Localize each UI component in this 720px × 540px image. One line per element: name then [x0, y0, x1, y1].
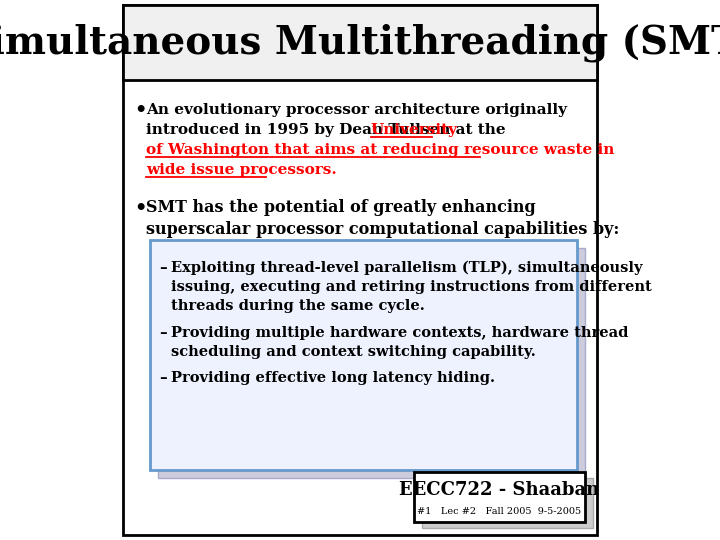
- Text: Exploiting thread-level parallelism (TLP), simultaneously: Exploiting thread-level parallelism (TLP…: [171, 261, 643, 275]
- Text: superscalar processor computational capabilities by:: superscalar processor computational capa…: [146, 221, 619, 239]
- Text: University: University: [371, 123, 458, 137]
- Text: –: –: [159, 371, 167, 385]
- FancyBboxPatch shape: [413, 472, 585, 522]
- Text: SMT has the potential of greatly enhancing: SMT has the potential of greatly enhanci…: [146, 199, 536, 217]
- FancyBboxPatch shape: [122, 5, 598, 535]
- Text: Simultaneous Multithreading (SMT): Simultaneous Multithreading (SMT): [0, 24, 720, 62]
- Text: –: –: [159, 326, 167, 340]
- Text: introduced in 1995 by Dean Tullsen at the: introduced in 1995 by Dean Tullsen at th…: [146, 123, 511, 137]
- Text: of Washington that aims at reducing resource waste in: of Washington that aims at reducing reso…: [146, 143, 614, 157]
- Text: EECC722 - Shaaban: EECC722 - Shaaban: [399, 481, 599, 499]
- Text: threads during the same cycle.: threads during the same cycle.: [171, 299, 426, 313]
- Text: issuing, executing and retiring instructions from different: issuing, executing and retiring instruct…: [171, 280, 652, 294]
- FancyBboxPatch shape: [158, 248, 585, 478]
- Text: Providing effective long latency hiding.: Providing effective long latency hiding.: [171, 371, 495, 385]
- Text: Providing multiple hardware contexts, hardware thread: Providing multiple hardware contexts, ha…: [171, 326, 629, 340]
- Text: #1   Lec #2   Fall 2005  9-5-2005: #1 Lec #2 Fall 2005 9-5-2005: [417, 508, 581, 516]
- Text: –: –: [159, 261, 167, 275]
- Text: An evolutionary processor architecture originally: An evolutionary processor architecture o…: [146, 103, 567, 117]
- Text: scheduling and context switching capability.: scheduling and context switching capabil…: [171, 345, 536, 359]
- Text: •: •: [134, 101, 146, 119]
- Text: •: •: [134, 199, 146, 217]
- FancyBboxPatch shape: [421, 478, 593, 528]
- Text: wide issue processors.: wide issue processors.: [146, 163, 337, 177]
- FancyBboxPatch shape: [122, 5, 598, 80]
- FancyBboxPatch shape: [150, 240, 577, 470]
